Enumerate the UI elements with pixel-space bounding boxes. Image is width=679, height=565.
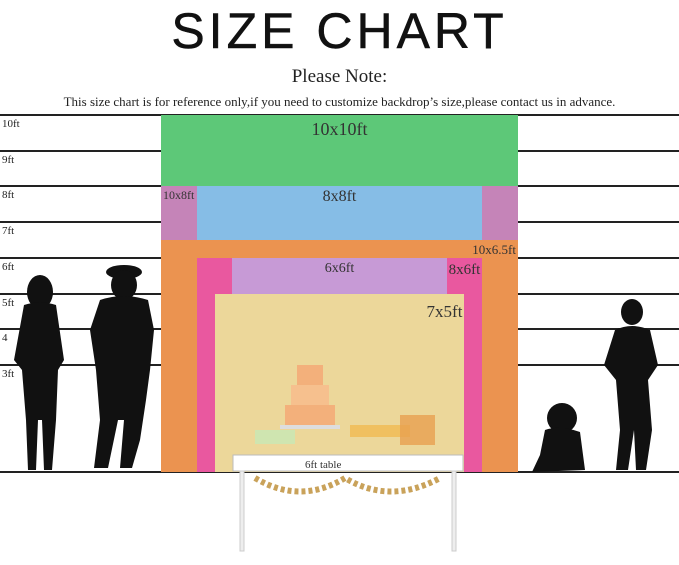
man-silhouette [90,265,154,468]
note-text: This size chart is for reference only,if… [63,94,616,109]
chart-title: SIZE CHART [171,3,508,60]
woman-silhouette [14,275,64,470]
ground-line [0,471,679,473]
height-label: 8ft [2,189,15,202]
backdrop-label: 8x8ft [322,188,357,206]
backdrop-label: 10x6.5ft [472,241,516,257]
height-label: 7ft [2,225,15,238]
height-label: 5ft [2,296,15,309]
height-label: 6ft [2,260,15,273]
backdrop-label: 6x6ft [324,260,355,276]
height-label: 10ft [2,118,20,130]
backdrop-label: 8x6ft [448,261,481,278]
girl-silhouette [604,299,658,470]
child-silhouette [532,403,585,472]
height-label: 3ft [2,367,15,380]
table-illustration [232,365,464,552]
table-label: 6ft table [305,459,342,471]
note-heading: Please Note: [291,66,388,87]
backdrop-label: 7x5ft [426,301,463,321]
backdrop-label: 10x10ft [311,119,368,139]
height-label: 4 [2,332,8,345]
backdrop-label: 10x8ft [163,188,195,203]
height-label: 9ft [2,153,15,166]
